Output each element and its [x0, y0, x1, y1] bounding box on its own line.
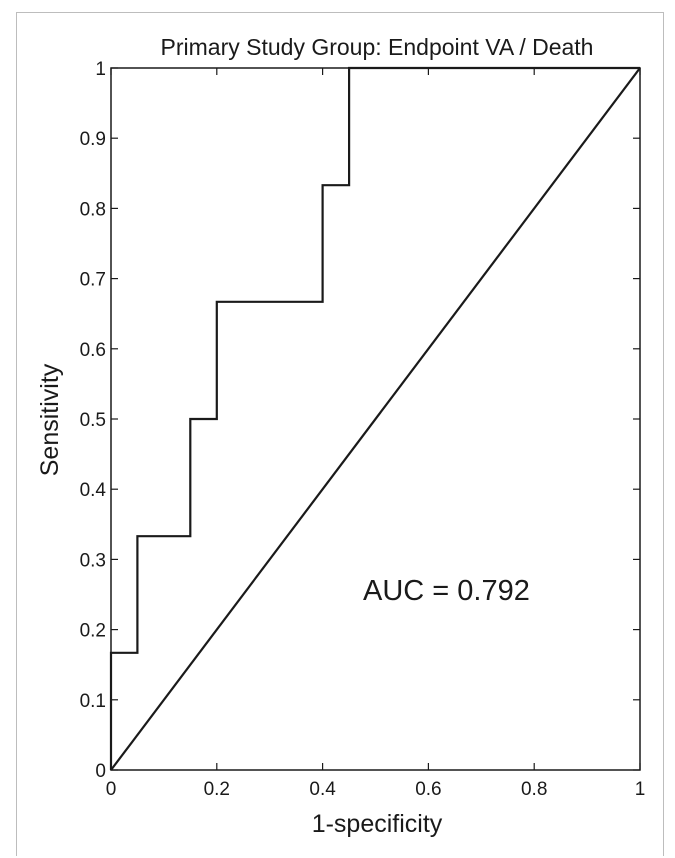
reference-diagonal-line — [110, 67, 641, 771]
x-axis-label: 1-specificity — [312, 810, 443, 838]
x-tick-label: 0.6 — [415, 779, 441, 800]
auc-annotation: AUC = 0.792 — [363, 575, 530, 607]
y-tick-label: 0.3 — [80, 550, 106, 571]
y-tick-label: 0.2 — [80, 621, 106, 642]
y-tick-label: 0 — [95, 761, 106, 782]
x-tick-label: 0.4 — [309, 779, 336, 800]
roc-curve-line — [109, 66, 640, 770]
y-tick-label: 0.7 — [80, 270, 106, 291]
x-tick-label: 1 — [635, 779, 646, 800]
y-tick-label: 0.1 — [80, 691, 106, 712]
y-axis-label: Sensitivity — [36, 363, 64, 476]
x-tick-label: 0 — [106, 779, 117, 800]
y-tick-label: 0.5 — [80, 410, 106, 431]
figure-frame — [16, 12, 664, 856]
y-tick-label: 0.6 — [80, 340, 106, 361]
y-tick-label: 0.9 — [80, 129, 106, 150]
y-tick-label: 0.8 — [80, 199, 106, 220]
chart-title: Primary Study Group: Endpoint VA / Death — [161, 34, 594, 60]
x-tick-label: 0.2 — [204, 779, 230, 800]
y-tick-label: 1 — [95, 59, 106, 80]
x-tick-label: 0.8 — [521, 779, 547, 800]
plot-area: 0 0.2 0.4 0.6 0.8 1 0 0.1 0.2 0.3 0.4 0.5 0.6 0.7 0.8 0… — [80, 59, 646, 800]
y-tick-label: 0.4 — [80, 480, 107, 501]
